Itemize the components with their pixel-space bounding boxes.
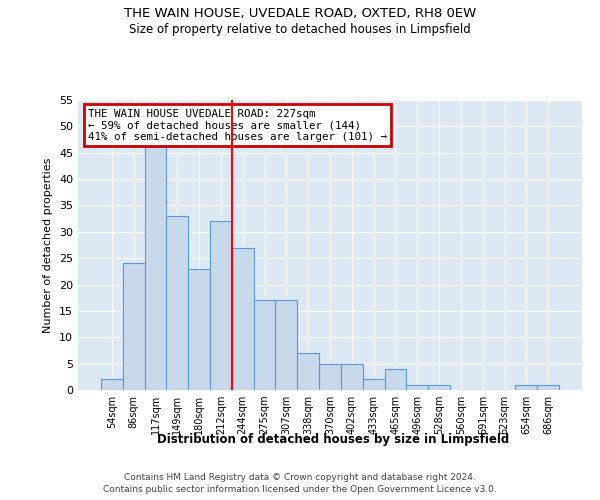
Bar	[341, 364, 363, 390]
Bar	[319, 364, 341, 390]
Bar	[166, 216, 188, 390]
Text: Contains public sector information licensed under the Open Government Licence v3: Contains public sector information licen…	[103, 485, 497, 494]
Bar	[254, 300, 275, 390]
Bar	[101, 380, 123, 390]
Text: Size of property relative to detached houses in Limpsfield: Size of property relative to detached ho…	[129, 22, 471, 36]
Bar	[515, 384, 537, 390]
Bar	[275, 300, 297, 390]
Bar	[406, 384, 428, 390]
Text: Contains HM Land Registry data © Crown copyright and database right 2024.: Contains HM Land Registry data © Crown c…	[124, 472, 476, 482]
Y-axis label: Number of detached properties: Number of detached properties	[43, 158, 53, 332]
Bar	[428, 384, 450, 390]
Bar	[363, 380, 385, 390]
Bar	[385, 369, 406, 390]
Text: THE WAIN HOUSE UVEDALE ROAD: 227sqm
← 59% of detached houses are smaller (144)
4: THE WAIN HOUSE UVEDALE ROAD: 227sqm ← 59…	[88, 108, 387, 142]
Bar	[297, 353, 319, 390]
Bar	[188, 268, 210, 390]
Bar	[145, 148, 166, 390]
Bar	[537, 384, 559, 390]
Bar	[123, 264, 145, 390]
Text: THE WAIN HOUSE, UVEDALE ROAD, OXTED, RH8 0EW: THE WAIN HOUSE, UVEDALE ROAD, OXTED, RH8…	[124, 8, 476, 20]
Bar	[232, 248, 254, 390]
Text: Distribution of detached houses by size in Limpsfield: Distribution of detached houses by size …	[157, 432, 509, 446]
Bar	[210, 222, 232, 390]
